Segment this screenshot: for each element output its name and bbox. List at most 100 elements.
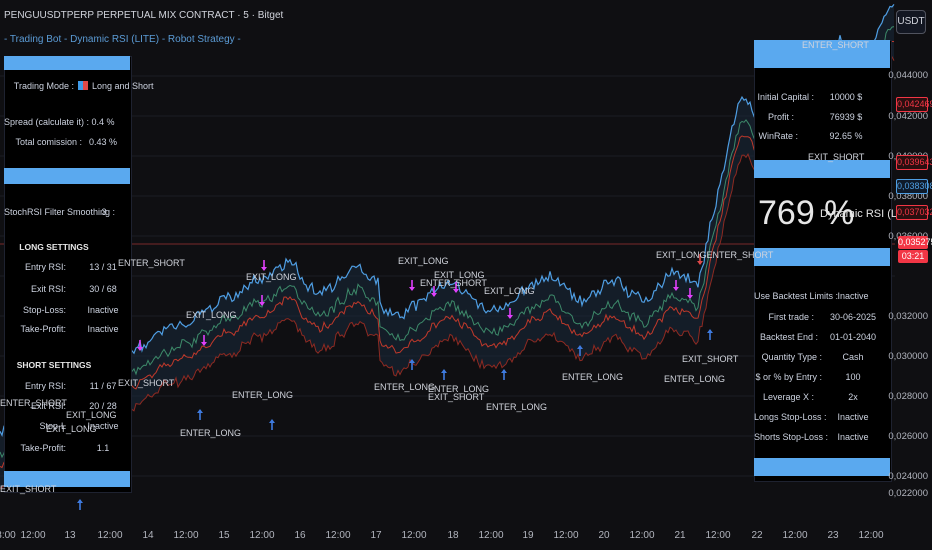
trading-mode-value: Long and Short — [92, 81, 154, 91]
right-panel-band-2 — [754, 248, 890, 266]
currency-selector-button[interactable]: USDT — [896, 10, 926, 34]
short-exit-label: Exit RSI: — [30, 401, 66, 411]
stochrsi-label: StochRSI Filter Smoothing : — [4, 207, 116, 217]
signal-enter-long: ENTER_LONG — [664, 374, 726, 384]
commission-value: 0.43 % — [88, 137, 118, 147]
upper-band-line — [0, 4, 895, 437]
longs-stoploss-label: Longs Stop-Loss : — [754, 412, 827, 422]
signal-enter-long: ENTER_LONG — [486, 402, 548, 412]
strategy-name: Dynamic RSI (LITE) — [820, 208, 918, 220]
green-line — [0, 26, 895, 459]
signal-exit-short: EXIT_SHORT — [808, 152, 865, 162]
time-tick-label: 12:00 — [705, 530, 731, 541]
short-exit-value: 20 / 28 — [89, 401, 117, 411]
right-panel-bottom-band — [754, 458, 890, 476]
long-entry-value: 13 / 31 — [89, 262, 117, 272]
signal-exit-long: EXIT_LONG — [484, 286, 535, 296]
exit-arrow — [697, 254, 703, 265]
bar-countdown: 03:21 — [898, 250, 928, 263]
long-entry-arrow — [707, 329, 713, 340]
time-tick-label: 14 — [142, 530, 154, 541]
total-return-percent: 769 % — [758, 194, 855, 232]
exit-arrow — [409, 280, 415, 291]
spread-value: 0.4 % — [91, 117, 115, 127]
exit-arrow — [259, 295, 265, 306]
time-tick-label: 3:00 — [0, 530, 16, 541]
quantity-type-label: Quantity Type : — [761, 352, 822, 362]
price-tag-red: 0,037032 — [896, 205, 932, 220]
long-entry-arrow — [197, 409, 203, 420]
time-tick-label: 21 — [674, 530, 686, 541]
signal-exit-short: EXIT_SHORT — [682, 354, 739, 364]
signal-exit-short: EXIT_SHORT — [118, 378, 175, 388]
long-entry-label: Entry RSI: — [24, 262, 66, 272]
signal-exit-long: EXIT_LONG — [246, 272, 297, 282]
per-entry-label: $ or % by Entry : — [755, 372, 822, 382]
signal-exit-long-enter-short: EXIT_LONGENTER_SHORT — [656, 250, 774, 260]
signal-enter-long: ENTER_LONG — [232, 390, 294, 400]
long-stoploss-value: Inactive — [87, 305, 119, 315]
time-tick-label: 20 — [598, 530, 610, 541]
short-stoploss-value: Inactive — [87, 421, 119, 431]
per-entry-value: 100 — [845, 372, 861, 382]
signal-exit-short: ENTER_SHORT — [420, 278, 487, 288]
exit-arrow — [687, 288, 693, 299]
exit-arrow — [201, 335, 207, 346]
commission-label: Total comission : — [15, 137, 82, 147]
time-tick-label: 12:00 — [553, 530, 579, 541]
left-settings-panel — [4, 56, 132, 493]
price-tag-red: 0,039643 — [896, 155, 932, 170]
exit-arrow — [673, 280, 679, 291]
chart-gridlines — [0, 75, 895, 477]
time-tick-label: 12:00 — [782, 530, 808, 541]
time-tick-label: 12:00 — [478, 530, 504, 541]
profit-value: 76939 $ — [829, 112, 863, 122]
leverage-label: Leverage X : — [762, 392, 814, 402]
signal-exit-long: EXIT_LONG — [186, 310, 237, 320]
shorts-stoploss-value: Inactive — [837, 432, 869, 442]
short-entry-value: 11 / 67 — [89, 381, 117, 391]
price-tick-label: 0,022000 — [888, 488, 928, 499]
time-tick-label: 13 — [64, 530, 76, 541]
time-tick-label: 12:00 — [20, 530, 46, 541]
short-takeprofit-value: 1.1 — [96, 443, 110, 453]
right-panel-mid-band — [754, 160, 890, 178]
trading-mode-label: Trading Mode : — [13, 81, 74, 91]
time-tick-label: 12:00 — [858, 530, 884, 541]
winrate-value: 92.65 % — [829, 131, 863, 141]
longs-stoploss-value: Inactive — [837, 412, 869, 422]
time-tick-label: 12:00 — [173, 530, 199, 541]
price-tick-label: 0,042000 — [888, 111, 928, 122]
indicator-name[interactable]: - Trading Bot - Dynamic RSI (LITE) - Rob… — [4, 34, 241, 45]
shorts-stoploss-label: Shorts Stop-Loss : — [754, 432, 829, 442]
first-trade-label: First trade : — [768, 312, 814, 322]
exit-arrow — [137, 340, 143, 351]
long-entry-arrow — [441, 369, 447, 380]
trading-mode-icon — [78, 80, 88, 91]
exit-arrow — [431, 286, 437, 297]
long-entry-arrow — [269, 419, 275, 430]
time-tick-label: 12:00 — [249, 530, 275, 541]
initial-capital-value: 10000 $ — [829, 92, 863, 102]
exit-arrow — [261, 260, 267, 271]
long-exit-label: Exit RSI: — [30, 284, 66, 294]
time-tick-label: 16 — [294, 530, 306, 541]
left-panel-top-band — [4, 56, 130, 70]
long-entry-arrow — [77, 499, 83, 510]
signal-exit-long: EXIT_LONG — [398, 256, 449, 266]
time-tick-label: 12:00 — [97, 530, 123, 541]
backtest-limits-value: Inactive — [837, 291, 869, 301]
signal-enter-short: ENTER_SHORT — [0, 398, 67, 408]
short-entry-label: Entry RSI: — [24, 381, 66, 391]
spread-label: Spread (calculate it) : — [4, 117, 90, 127]
time-tick-label: 12:00 — [325, 530, 351, 541]
signal-exit-short: EXIT_SHORT — [0, 484, 57, 494]
long-takeprofit-value: Inactive — [87, 324, 119, 334]
right-panel-top-band — [754, 40, 890, 68]
winrate-label: WinRate : — [758, 131, 798, 141]
lower-band-line — [0, 56, 895, 489]
short-settings-header: SHORT SETTINGS — [16, 360, 92, 370]
signal-enter-long: ENTER_LONG — [428, 384, 490, 394]
current-price-tag: 0,035275 — [898, 236, 932, 249]
backtest-end-value: 01-01-2040 — [829, 332, 877, 342]
